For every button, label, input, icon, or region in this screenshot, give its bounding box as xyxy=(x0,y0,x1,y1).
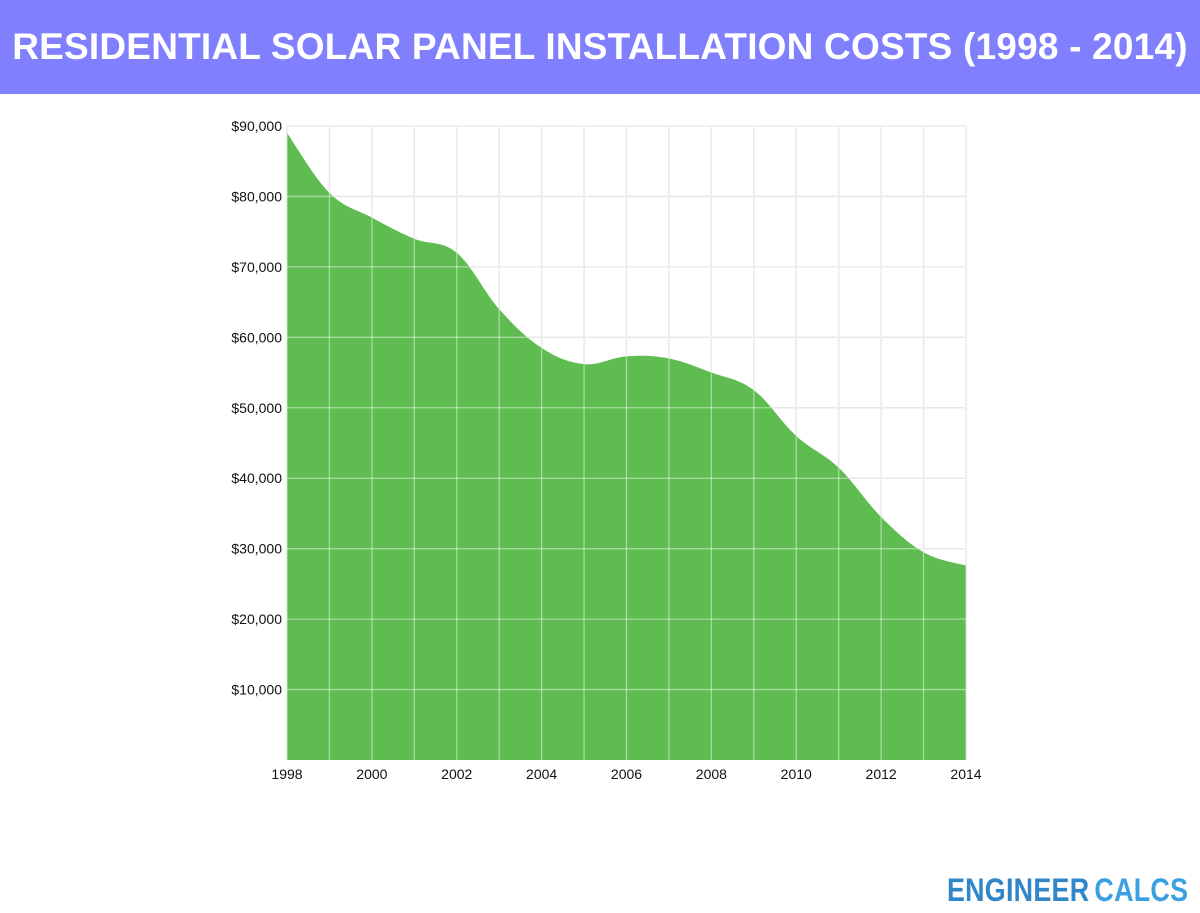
x-tick-label: 2008 xyxy=(696,766,727,782)
y-tick-label: $40,000 xyxy=(231,470,282,486)
tick-labels: $10,000 $20,000 $30,000 $40,000 $50,000 $60,0… xyxy=(231,118,981,782)
chart-title: RESIDENTIAL SOLAR PANEL INSTALLATION COS… xyxy=(12,26,1188,67)
y-tick-label: $90,000 xyxy=(231,118,282,134)
area-chart: $10,000 $20,000 $30,000 $40,000 $50,000 $60,0… xyxy=(231,118,981,782)
cost-area xyxy=(287,133,966,761)
y-tick-label: $10,000 xyxy=(231,682,282,698)
y-tick-label: $30,000 xyxy=(231,541,282,557)
y-tick-label: $70,000 xyxy=(231,259,282,275)
x-tick-label: 1998 xyxy=(271,766,302,782)
x-tick-label: 2006 xyxy=(611,766,642,782)
x-tick-label: 2012 xyxy=(866,766,897,782)
x-tick-label: 2000 xyxy=(356,766,387,782)
x-tick-label: 2002 xyxy=(441,766,472,782)
x-tick-label: 2004 xyxy=(526,766,557,782)
x-tick-label: 2014 xyxy=(950,766,981,782)
y-tick-label: $80,000 xyxy=(231,188,282,204)
brand-word-engineer: ENGINEER xyxy=(946,872,1090,908)
area-layer xyxy=(286,125,967,761)
brand-word-calcs: CALCS xyxy=(1094,872,1188,908)
x-tick-label: 2010 xyxy=(781,766,812,782)
engineer-calcs-logo: ENGINEER CALCS xyxy=(947,872,1188,909)
y-tick-label: $20,000 xyxy=(231,611,282,627)
title-banner: RESIDENTIAL SOLAR PANEL INSTALLATION COS… xyxy=(0,0,1200,94)
y-tick-label: $50,000 xyxy=(231,400,282,416)
y-tick-label: $60,000 xyxy=(231,329,282,345)
